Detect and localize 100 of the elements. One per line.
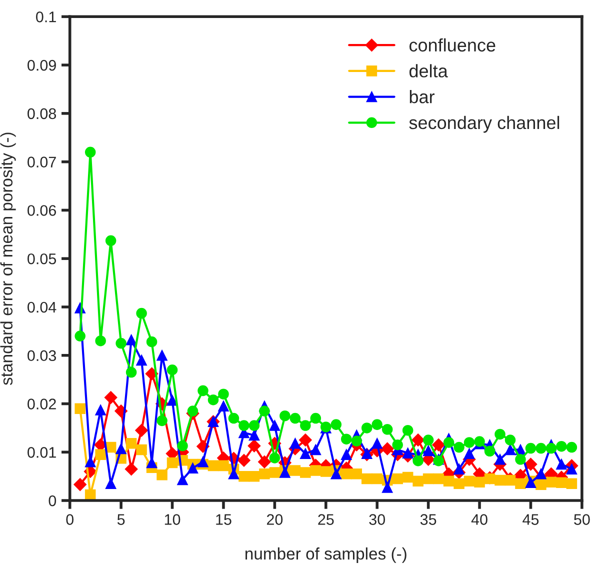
point	[300, 420, 311, 431]
point	[494, 454, 506, 465]
point	[412, 434, 424, 446]
point	[484, 446, 496, 457]
y-tick-label: 0.01	[28, 447, 56, 458]
point	[525, 442, 536, 454]
x-tick-label: 20	[266, 514, 283, 525]
y-tick-label: 0.07	[28, 156, 56, 168]
point	[166, 457, 178, 468]
point	[198, 385, 208, 396]
legend-label: confluence	[409, 38, 496, 52]
point	[136, 354, 147, 366]
point	[187, 462, 198, 474]
point	[341, 434, 352, 444]
point	[556, 458, 567, 470]
x-tick-label: 10	[164, 514, 180, 525]
point	[145, 367, 158, 380]
point	[95, 335, 106, 346]
point	[177, 474, 188, 486]
point	[392, 440, 403, 450]
point	[126, 334, 137, 346]
point	[238, 454, 250, 467]
point	[494, 428, 506, 440]
point	[269, 420, 280, 431]
point	[259, 468, 270, 480]
point	[454, 464, 464, 474]
point	[299, 434, 312, 446]
point	[124, 462, 138, 476]
y-tick-label: 0.03	[28, 350, 56, 362]
point	[166, 364, 178, 376]
x-tick-label: 30	[369, 514, 386, 525]
point	[546, 442, 557, 454]
x-tick-label: 45	[522, 514, 539, 525]
x-tick-label: 35	[420, 514, 436, 525]
point	[504, 474, 516, 486]
point	[74, 478, 87, 491]
point	[259, 406, 270, 416]
point	[258, 455, 271, 468]
point	[361, 422, 372, 434]
point	[248, 439, 261, 452]
legend-label: secondary channel	[409, 116, 560, 133]
point	[524, 458, 538, 471]
point	[351, 436, 362, 446]
point	[412, 476, 424, 487]
x-tick-label: 25	[318, 514, 334, 525]
point	[422, 445, 434, 456]
point	[402, 448, 414, 458]
y-tick-label: 0.08	[28, 108, 56, 120]
point	[135, 424, 148, 437]
point	[320, 466, 332, 477]
point	[300, 448, 311, 459]
point	[280, 410, 290, 422]
point	[412, 455, 424, 466]
point	[454, 478, 464, 489]
point	[422, 434, 434, 446]
point	[494, 474, 506, 486]
point	[146, 336, 158, 348]
y-tick-label: 0	[48, 495, 56, 506]
y-tick-label: 0.09	[28, 60, 56, 71]
point	[228, 412, 240, 424]
point	[104, 391, 118, 404]
point	[330, 468, 342, 480]
point	[126, 366, 137, 378]
point	[504, 434, 516, 446]
point	[454, 442, 464, 453]
point	[187, 406, 198, 416]
point	[156, 470, 168, 480]
point	[536, 442, 546, 454]
x-tick-label: 0	[66, 514, 74, 525]
point	[443, 476, 454, 487]
point	[300, 467, 311, 478]
point	[382, 424, 393, 435]
point	[432, 438, 445, 452]
point	[546, 476, 557, 488]
point	[392, 473, 403, 484]
point	[464, 476, 475, 487]
point	[95, 449, 106, 460]
point	[116, 338, 126, 349]
point	[422, 473, 434, 484]
y-tick-label: 0.05	[28, 253, 56, 264]
y-axis-title: standard error of mean porosity (-)	[0, 132, 16, 386]
point	[177, 440, 188, 452]
point	[105, 235, 116, 246]
point	[464, 448, 475, 459]
point	[566, 442, 578, 453]
legend-label: bar	[410, 90, 435, 104]
point	[443, 437, 454, 448]
point	[74, 330, 86, 342]
point	[536, 479, 546, 490]
point	[198, 456, 208, 468]
point	[341, 449, 352, 460]
point	[218, 460, 229, 472]
point	[372, 473, 382, 484]
point	[515, 454, 526, 465]
x-tick-label: 5	[117, 514, 125, 525]
point	[556, 477, 567, 488]
point	[248, 420, 260, 431]
point	[208, 394, 219, 406]
point	[116, 443, 126, 454]
x-tick-label: 40	[471, 514, 488, 525]
